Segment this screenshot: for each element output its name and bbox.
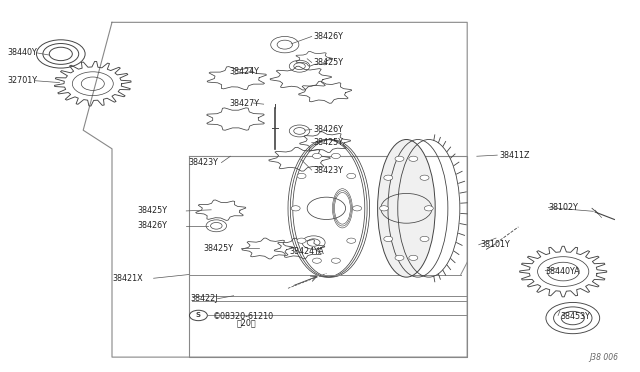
Text: ©08320-61210: ©08320-61210 — [212, 312, 274, 321]
Text: 38102Y: 38102Y — [548, 203, 579, 212]
Text: 38411Z: 38411Z — [499, 151, 530, 160]
Text: 38424Y: 38424Y — [229, 67, 259, 76]
Circle shape — [384, 175, 393, 180]
Text: 38424YA: 38424YA — [289, 247, 324, 256]
Circle shape — [332, 258, 340, 263]
Text: 38421X: 38421X — [112, 274, 143, 283]
Ellipse shape — [378, 140, 435, 277]
Circle shape — [312, 258, 321, 263]
Text: 38426Y: 38426Y — [138, 221, 168, 230]
Text: 38453Y: 38453Y — [560, 312, 590, 321]
Circle shape — [395, 255, 404, 260]
Circle shape — [420, 175, 429, 180]
Circle shape — [409, 156, 418, 161]
Circle shape — [297, 173, 306, 179]
Text: 38426Y: 38426Y — [314, 125, 344, 134]
Text: 38101Y: 38101Y — [480, 240, 509, 249]
Circle shape — [347, 173, 356, 179]
Circle shape — [384, 236, 393, 241]
Circle shape — [409, 255, 418, 260]
Circle shape — [347, 238, 356, 243]
Text: 38440YA: 38440YA — [546, 267, 580, 276]
Circle shape — [297, 238, 306, 243]
Circle shape — [353, 206, 362, 211]
Circle shape — [380, 206, 388, 211]
Text: 38440Y: 38440Y — [8, 48, 37, 57]
Circle shape — [312, 153, 321, 158]
Text: S: S — [196, 312, 201, 318]
Text: 38425Y: 38425Y — [314, 138, 344, 147]
Text: 32701Y: 32701Y — [8, 76, 38, 85]
Text: 38423Y: 38423Y — [189, 158, 219, 167]
Text: 38427Y: 38427Y — [229, 99, 259, 108]
Text: J38 006: J38 006 — [589, 353, 618, 362]
Text: 38426Y: 38426Y — [314, 32, 344, 41]
Text: 。20〃: 。20〃 — [237, 318, 257, 327]
Text: 38425Y: 38425Y — [138, 206, 168, 215]
Circle shape — [291, 206, 300, 211]
Text: 38425Y: 38425Y — [204, 244, 234, 253]
Circle shape — [424, 206, 433, 211]
Circle shape — [332, 153, 340, 158]
Text: 38425Y: 38425Y — [314, 58, 344, 67]
Text: 38422J: 38422J — [190, 294, 218, 303]
Circle shape — [395, 156, 404, 161]
Circle shape — [420, 236, 429, 241]
Text: 38423Y: 38423Y — [314, 166, 344, 174]
